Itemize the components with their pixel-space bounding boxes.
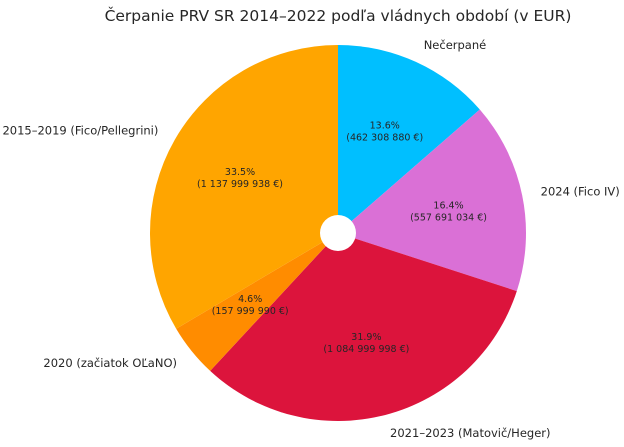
slice-percent-label: 13.6%: [370, 120, 400, 131]
slice-value-label: (1 137 999 938 €): [197, 179, 283, 190]
center-hole: [320, 215, 356, 251]
slice-category-label: Nečerpané: [424, 38, 487, 52]
pie-slice-2015-2019-fico-pellegrini: [150, 44, 338, 329]
slice-category-label: 2021–2023 (Matovič/Heger): [390, 426, 550, 440]
slice-value-label: (157 999 990 €): [212, 306, 289, 317]
slice-category-label: 2024 (Fico IV): [541, 185, 620, 199]
pie-slice-2020-zaciatok-olano: [176, 233, 338, 371]
slice-value-label: (557 691 034 €): [410, 212, 487, 223]
slice-percent-label: 33.5%: [225, 167, 255, 178]
slice-percent-label: 31.9%: [351, 332, 381, 343]
slice-value-label: (462 308 880 €): [346, 132, 423, 143]
chart-title: Čerpanie PRV SR 2014–2022 podľa vládnych…: [105, 6, 572, 25]
pie-slices: [150, 44, 526, 421]
slice-percent-label: 16.4%: [433, 200, 463, 211]
slice-category-label: 2020 (začiatok OĽaNO): [43, 356, 177, 370]
slice-percent-label: 4.6%: [238, 294, 262, 305]
pie-slice-2021-2023-matovic-heger: [210, 233, 517, 421]
slice-category-label: 2015–2019 (Fico/Pellegrini): [2, 124, 158, 138]
slice-value-label: (1 084 999 998 €): [323, 344, 409, 355]
pie-slice-2024-fico-iv: [338, 109, 526, 292]
slice-labels: 13.6%(462 308 880 €) Nečerpané 16.4%(557 6…: [2, 38, 619, 440]
pie-slice-necerpane: [338, 45, 480, 233]
